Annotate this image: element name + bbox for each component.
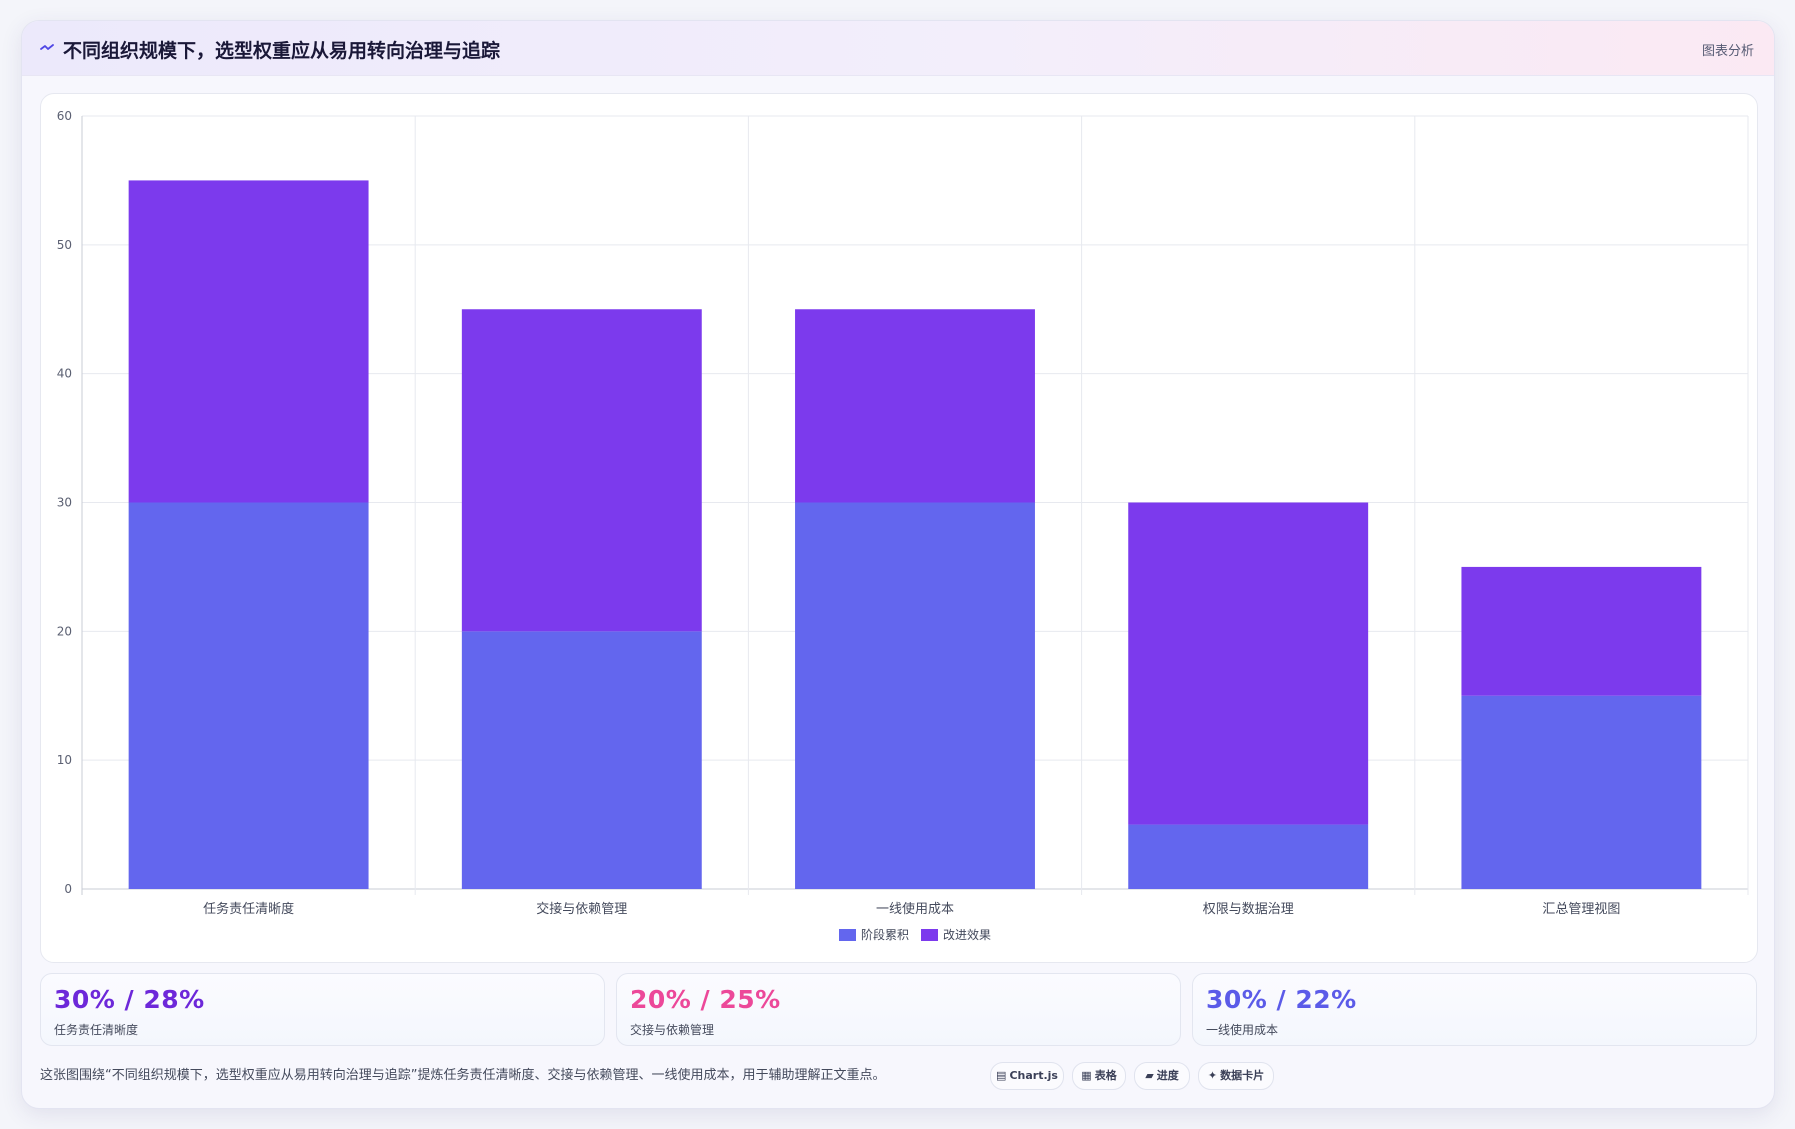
stat-label: 一线使用成本 <box>1206 1023 1279 1037</box>
y-tick-label: 10 <box>57 753 72 767</box>
stat-card: 30% / 22% 一线使用成本 <box>1192 973 1757 1046</box>
chip-chartjs[interactable]: ▤ Chart.js <box>990 1062 1064 1090</box>
page-title: 不同组织规模下，选型权重应从易用转向治理与追踪 <box>63 40 501 62</box>
legend-label: 改进效果 <box>943 927 991 942</box>
table-icon: ▦ <box>1081 1069 1092 1082</box>
chart-caption: 这张图围绕“不同组织规模下，选型权重应从易用转向治理与追踪”提炼任务责任清晰度、… <box>40 1068 886 1083</box>
chart-icon: ▤ <box>996 1069 1007 1082</box>
stat-label: 交接与依赖管理 <box>630 1023 715 1037</box>
legend-swatch <box>839 929 856 941</box>
stat-value: 20% / 25% <box>630 985 781 1014</box>
y-tick-label: 60 <box>57 109 72 123</box>
stat-card: 20% / 25% 交接与依赖管理 <box>616 973 1181 1046</box>
legend-swatch <box>921 929 938 941</box>
x-tick-label: 任务责任清晰度 <box>203 901 294 917</box>
stat-value: 30% / 22% <box>1206 985 1357 1014</box>
x-tick-label: 权限与数据治理 <box>1203 901 1294 917</box>
y-tick-label: 30 <box>57 496 72 510</box>
chart-panel: 0 10 20 30 40 50 60 任务责任清晰度 交接与依赖管理 一线使用成本 权限与数据治理… <box>40 93 1758 963</box>
stat-label: 任务责任清晰度 <box>54 1023 139 1037</box>
chip-data-cards[interactable]: ✦ 数据卡片 <box>1198 1062 1274 1090</box>
chip-label: 表格 <box>1094 1069 1117 1082</box>
trend-line-icon <box>40 44 54 50</box>
bar-segment <box>1461 695 1702 889</box>
bar-segment <box>461 309 702 632</box>
chart-card: 不同组织规模下，选型权重应从易用转向治理与追踪 图表分析 0 10 20 30 40 50… <box>21 20 1775 1109</box>
bar-segment <box>795 502 1035 889</box>
y-tick-label: 0 <box>64 882 72 896</box>
bar-segment <box>1461 566 1702 696</box>
chip-label: Chart.js <box>1009 1069 1058 1082</box>
stat-card: 30% / 28% 任务责任清晰度 <box>40 973 605 1046</box>
stacked-bar-chart: 0 10 20 30 40 50 60 任务责任清晰度 交接与依赖管理 一线使用成本 权限与数据治理… <box>57 109 1749 942</box>
chip-label: 数据卡片 <box>1220 1069 1265 1082</box>
progress-icon: ▰ <box>1145 1069 1154 1082</box>
bar-segment <box>795 309 1035 503</box>
y-tick-label: 40 <box>57 367 72 381</box>
chip-label: 进度 <box>1156 1069 1179 1082</box>
chip-progress[interactable]: ▰ 进度 <box>1134 1062 1190 1090</box>
bar-segment <box>128 180 369 503</box>
chart-analysis-tag: 图表分析 <box>1701 44 1754 59</box>
x-tick-label: 交接与依赖管理 <box>536 901 627 917</box>
x-tick-label: 一线使用成本 <box>876 901 954 917</box>
bar-segment <box>461 631 702 889</box>
card-header: 不同组织规模下，选型权重应从易用转向治理与追踪 图表分析 <box>22 21 1774 76</box>
chip-table[interactable]: ▦ 表格 <box>1072 1062 1126 1090</box>
x-tick-label: 汇总管理视图 <box>1542 902 1620 917</box>
bar-segment <box>1128 824 1369 889</box>
stat-value: 30% / 28% <box>54 985 205 1014</box>
y-tick-label: 50 <box>57 238 72 252</box>
y-tick-label: 20 <box>57 624 72 638</box>
legend-label: 阶段累积 <box>861 927 909 942</box>
bar-segment <box>1128 502 1369 825</box>
bar-segment <box>128 502 369 889</box>
sparkle-icon: ✦ <box>1207 1069 1218 1082</box>
